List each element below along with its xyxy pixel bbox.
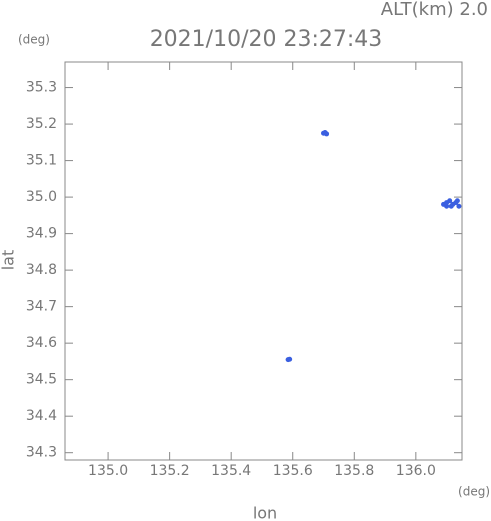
point — [456, 203, 462, 209]
plot-frame — [64, 61, 463, 461]
point — [287, 356, 293, 362]
point — [448, 203, 454, 209]
y-tick-label: 34.5 — [26, 372, 57, 388]
y-tick-label: 34.4 — [26, 408, 57, 424]
x-tick-label: 135.4 — [211, 463, 251, 479]
x-tick-label: 135.0 — [88, 463, 128, 479]
y-tick-label: 34.7 — [26, 299, 57, 315]
y-tick-label: 35.0 — [26, 189, 57, 205]
point — [454, 198, 460, 204]
x-tick-label: 135.2 — [150, 463, 190, 479]
point — [444, 203, 450, 209]
y-tick-label: 35.1 — [26, 153, 57, 169]
y-unit: (deg) — [18, 33, 50, 47]
y-tick-label: 35.2 — [26, 116, 57, 132]
y-tick-label: 34.8 — [26, 262, 57, 278]
x-tick-label: 136.0 — [396, 463, 436, 479]
y-axis-label: lat — [0, 250, 18, 271]
y-tick-label: 34.3 — [26, 445, 57, 461]
x-axis-label: lon — [253, 504, 277, 521]
point — [447, 198, 453, 204]
x-tick-label: 135.8 — [334, 463, 374, 479]
y-tick-label: 34.6 — [26, 335, 57, 351]
y-tick-label: 34.9 — [26, 226, 57, 242]
chart-title: 2021/10/20 23:27:43 — [150, 27, 383, 52]
y-tick-label: 35.3 — [26, 80, 57, 96]
point — [322, 129, 328, 135]
altitude-annotation: ALT(km) 2.0 — [381, 0, 488, 20]
x-tick-label: 135.6 — [273, 463, 313, 479]
x-unit: (deg) — [458, 485, 490, 499]
